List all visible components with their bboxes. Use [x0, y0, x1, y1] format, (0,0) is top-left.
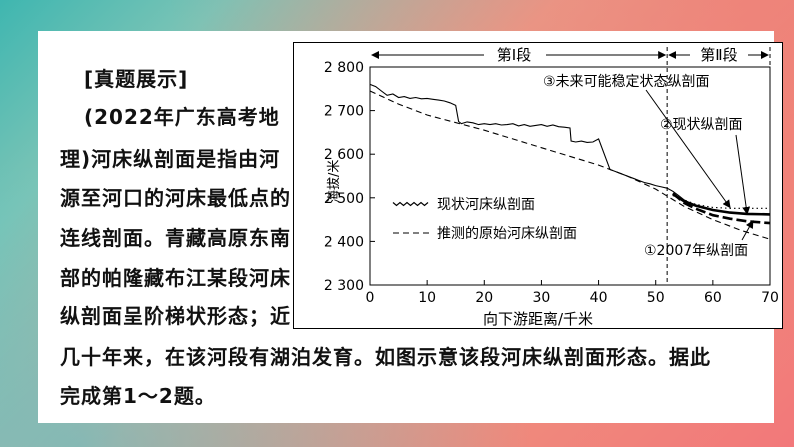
passage-line-2: 理)河床纵剖面是指由河 — [60, 147, 281, 171]
legend-label-current: 现状河床纵剖面 — [437, 197, 535, 213]
series-original-profile-line — [369, 90, 771, 240]
y-tick-label: 2 600 — [324, 147, 364, 163]
passage-line-6: 纵剖面呈阶梯状形态；近 — [60, 304, 291, 328]
legend-label-original: 推测的原始河床纵剖面 — [437, 226, 577, 242]
x-tick-label: 20 — [475, 290, 493, 306]
section-2-label: 第Ⅱ段 — [700, 46, 737, 64]
passage-line-4: 连线剖面。青藏高原东南 — [60, 226, 291, 250]
legend-swatch-current — [392, 201, 429, 207]
y-tick-label: 2 800 — [324, 60, 364, 76]
annotation-future-stable: ③未来可能稳定状态纵剖面 — [543, 74, 710, 90]
passage-line-5: 部的帕隆藏布江某段河床 — [60, 266, 291, 290]
annotation-layer — [645, 89, 754, 241]
x-tick-label: 60 — [704, 290, 722, 306]
annotation-arrow — [741, 220, 754, 241]
annotation-2007-profile: ①2007年纵剖面 — [644, 243, 748, 259]
x-tick-label: 40 — [590, 290, 608, 306]
x-tick-label: 10 — [418, 290, 436, 306]
chart-svg: 2 300 2 400 2 500 2 600 2 700 2 800 0 10 20 30 40 5… — [324, 46, 779, 328]
passage-line-1: (2022年广东高考地 — [84, 105, 280, 129]
passage-heading: [真题展示] — [84, 67, 189, 91]
passage-line-7: 几十年来，在该河段有湖泊发育。如图示意该段河床纵剖面形态。据此 — [60, 345, 711, 369]
series-2007-profile-line — [672, 192, 771, 225]
series-layer — [369, 83, 771, 240]
passage-line-8: 完成第1～2题。 — [60, 384, 216, 408]
x-tick-label: 30 — [533, 290, 551, 306]
annotation-arrow — [645, 89, 731, 209]
annotation-arrow — [735, 134, 751, 215]
annotation-current-profile: ②现状纵剖面 — [660, 117, 743, 133]
axes-layer: 2 300 2 400 2 500 2 600 2 700 2 800 0 10 20 30 40 5… — [324, 47, 779, 306]
y-tick-label: 2 700 — [324, 104, 364, 120]
y-tick-label: 2 400 — [324, 234, 364, 250]
x-tick-label: 50 — [647, 290, 665, 306]
series-current-profile-line — [369, 83, 696, 207]
passage-line-3: 源至河口的河床最低点的 — [60, 186, 291, 210]
river-profile-chart: 2 300 2 400 2 500 2 600 2 700 2 800 0 10 20 30 40 5… — [293, 42, 783, 329]
y-tick-label: 2 500 — [324, 191, 364, 207]
y-axis-label: 海拔/米 — [327, 160, 342, 203]
x-tick-label: 0 — [366, 290, 375, 306]
x-tick-label: 70 — [761, 290, 779, 306]
series-future-stable-line — [672, 195, 770, 209]
y-tick-label: 2 300 — [324, 278, 364, 294]
section-1-label: 第Ⅰ段 — [497, 46, 531, 64]
x-axis-label: 向下游距离/千米 — [483, 310, 593, 328]
